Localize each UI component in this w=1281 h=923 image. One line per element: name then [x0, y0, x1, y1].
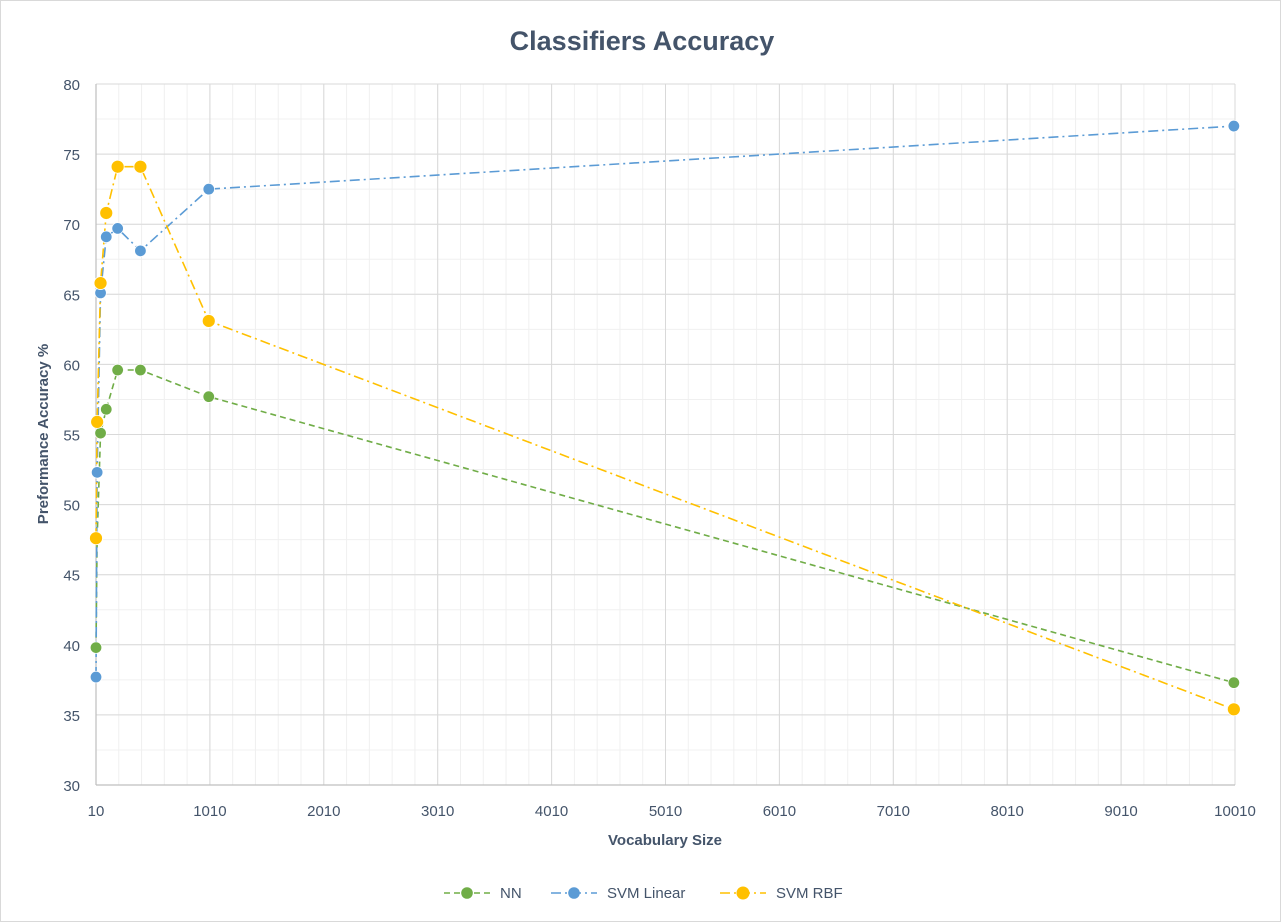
x-tick-label: 3010 [421, 803, 454, 820]
data-point-nn [100, 403, 113, 416]
x-tick-label: 4010 [535, 803, 568, 820]
x-tick-label: 10 [88, 803, 105, 820]
data-point-svm-linear [134, 244, 147, 258]
x-tick-label: 1010 [193, 803, 226, 820]
data-point-svm-linear [89, 670, 103, 684]
legend: NN SVM Linear SVM RBF [444, 885, 843, 902]
y-tick-label: 40 [63, 638, 80, 655]
data-point-svm-linear [1227, 119, 1241, 133]
data-point-svm-linear [202, 182, 215, 196]
data-point-svm-rbf [133, 159, 148, 174]
y-tick-label: 35 [63, 708, 80, 725]
data-point-svm-linear [111, 222, 124, 235]
labels-layer: Classifiers Accuracy Vocabulary Size Pre… [35, 26, 1256, 849]
y-tick-label: 70 [63, 217, 80, 234]
x-tick-label: 7010 [877, 803, 910, 820]
x-tick-label: 2010 [307, 803, 340, 820]
data-point-nn [89, 641, 103, 654]
legend-item-svm-rbf: SVM RBF [720, 885, 843, 902]
data-point-nn [111, 363, 124, 377]
x-tick-label: 6010 [763, 803, 796, 820]
data-point-nn [1227, 676, 1241, 689]
chart-title: Classifiers Accuracy [510, 26, 775, 56]
legend-label: SVM RBF [776, 885, 843, 902]
x-axis-title: Vocabulary Size [608, 832, 722, 849]
y-tick-label: 50 [63, 498, 80, 515]
legend-item-nn: NN [444, 885, 522, 902]
data-point-svm-rbf [1226, 702, 1241, 717]
y-axis-title: Preformance Accuracy % [35, 344, 52, 524]
x-tick-label: 8010 [991, 803, 1024, 820]
data-point-svm-rbf [110, 159, 125, 174]
x-tick-label: 9010 [1104, 803, 1137, 820]
legend-label: NN [500, 885, 522, 902]
y-tick-label: 45 [63, 568, 80, 585]
data-point-svm-rbf [90, 414, 105, 429]
y-tick-label: 80 [63, 77, 80, 94]
series-line-nn [95, 369, 1235, 684]
y-tick-label: 75 [63, 147, 80, 164]
data-point-svm-rbf [201, 314, 216, 328]
series-layer [89, 119, 1241, 717]
legend-marker [736, 886, 750, 900]
legend-marker [568, 887, 580, 899]
data-point-nn [94, 426, 107, 440]
legend-label: SVM Linear [607, 885, 685, 902]
grid-layer [95, 83, 1236, 786]
data-point-svm-rbf [89, 531, 103, 546]
y-tick-label: 30 [63, 778, 80, 795]
data-point-svm-rbf [99, 206, 114, 220]
legend-marker [461, 887, 473, 899]
series-line-svm-linear [95, 125, 1234, 678]
y-tick-label: 60 [63, 357, 80, 374]
y-tick-label: 65 [63, 287, 80, 304]
x-tick-label: 10010 [1214, 803, 1256, 820]
x-tick-label: 5010 [649, 803, 682, 820]
data-point-svm-linear [100, 230, 113, 244]
data-point-nn [134, 363, 147, 377]
y-tick-label: 55 [63, 428, 80, 445]
series-line-svm-rbf [95, 165, 1235, 711]
legend-item-svm-linear: SVM Linear [551, 885, 685, 902]
data-point-svm-rbf [93, 276, 108, 290]
data-point-nn [202, 390, 215, 403]
data-point-svm-linear [90, 466, 104, 479]
